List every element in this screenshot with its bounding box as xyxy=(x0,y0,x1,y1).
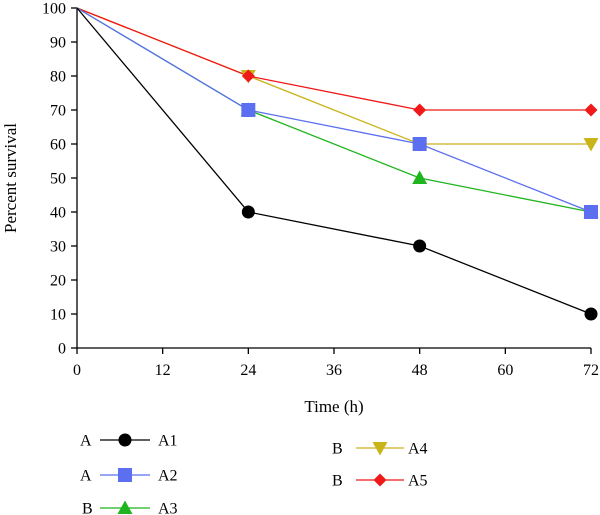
legend-label-a1: A1 xyxy=(158,433,178,450)
y-tick-label: 30 xyxy=(50,239,66,256)
data-point-a2 xyxy=(584,205,598,219)
series-line-a4 xyxy=(76,7,591,145)
legend-label-a5: A5 xyxy=(408,473,428,490)
y-tick-label: 70 xyxy=(50,103,66,120)
legend-marker-a3 xyxy=(117,500,133,514)
y-axis-title: Percent survival xyxy=(1,123,20,233)
data-point-a4 xyxy=(583,138,599,152)
legend: A A1 A A2 B A3 B A4 B A5 xyxy=(80,433,428,515)
legend-group-label: B xyxy=(332,441,343,458)
axes: 0 10 20 30 40 50 60 70 80 90 100 0 12 24 36 48 60 72 xyxy=(42,1,599,380)
legend-marker-a1 xyxy=(118,433,132,447)
data-point-a3 xyxy=(412,170,428,184)
data-point-a1 xyxy=(241,205,255,219)
x-tick-label: 0 xyxy=(73,362,81,379)
data-point-a5 xyxy=(584,103,598,117)
legend-label-a2: A2 xyxy=(158,468,178,485)
y-tick-label: 10 xyxy=(50,307,66,324)
y-tick-label: 40 xyxy=(50,205,66,222)
data-point-a2 xyxy=(241,103,256,117)
data-point-a5 xyxy=(241,69,255,83)
y-tick-label: 20 xyxy=(50,273,66,290)
y-tick-label: 90 xyxy=(50,35,66,52)
y-tick-label: 0 xyxy=(58,341,66,358)
legend-group-label: B xyxy=(332,473,343,490)
series-layer xyxy=(76,7,599,321)
legend-group-label: A xyxy=(80,433,92,450)
series-line-a1 xyxy=(76,7,592,315)
legend-marker-a5 xyxy=(373,473,387,487)
data-point-a2 xyxy=(412,137,427,151)
series-line-a2 xyxy=(76,7,592,213)
x-tick-label: 12 xyxy=(155,362,171,379)
y-tick-label: 50 xyxy=(50,171,66,188)
x-tick-label: 60 xyxy=(497,362,513,379)
legend-marker-a2 xyxy=(118,468,132,482)
series-line-a5 xyxy=(76,7,591,111)
data-point-a1 xyxy=(584,307,598,321)
legend-label-a4: A4 xyxy=(408,441,428,458)
y-tick-label: 80 xyxy=(50,69,66,86)
y-tick-label: 100 xyxy=(42,1,66,18)
y-tick-label: 60 xyxy=(50,137,66,154)
legend-group-label: A xyxy=(80,468,92,485)
x-axis-title: Time (h) xyxy=(304,397,363,416)
x-tick-label: 72 xyxy=(583,362,599,379)
legend-marker-a4 xyxy=(372,442,388,456)
x-tick-label: 48 xyxy=(412,362,428,379)
x-tick-label: 24 xyxy=(240,362,256,379)
data-point-a1 xyxy=(413,239,427,253)
legend-group-label: B xyxy=(82,501,93,515)
x-tick-label: 36 xyxy=(326,362,342,379)
legend-label-a3: A3 xyxy=(158,501,178,515)
data-point-a5 xyxy=(413,103,427,117)
